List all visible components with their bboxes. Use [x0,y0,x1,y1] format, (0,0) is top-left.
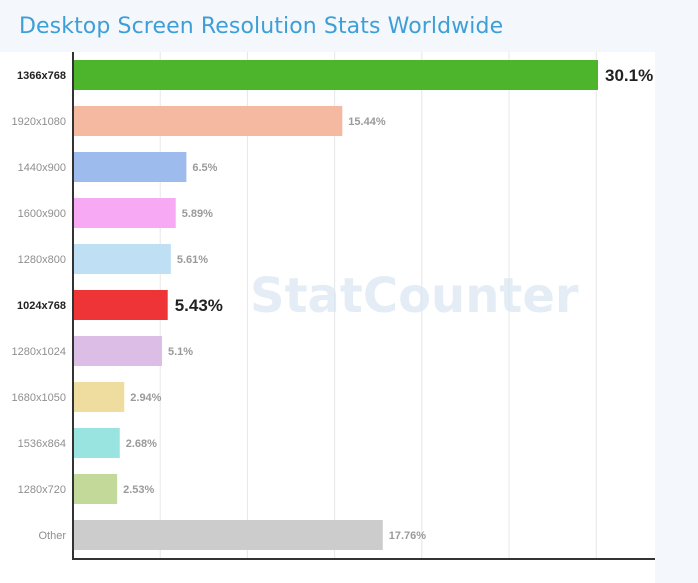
value-label: 5.1% [168,346,193,358]
category-label: 1600x900 [18,208,66,220]
category-label: 1280x1024 [12,346,66,358]
bar[interactable] [73,152,187,182]
category-label: 1280x800 [18,254,66,266]
value-label: 30.1% [605,66,653,85]
category-label: 1024x768 [17,300,66,312]
value-label: 5.61% [177,254,208,266]
bar[interactable] [73,198,176,228]
bar[interactable] [73,336,162,366]
bar[interactable] [73,290,168,320]
chart-title: Desktop Screen Resolution Stats Worldwid… [19,14,504,39]
bar[interactable] [73,520,383,550]
value-label: 5.43% [175,296,223,315]
bar[interactable] [73,244,171,274]
value-label: 2.94% [130,392,161,404]
chart-panel: StatCounter 1366x768 30.1% 1920x1080 15.44%… [0,52,655,583]
watermark-text: StatCounter [250,268,579,324]
bar[interactable] [73,428,120,458]
bar[interactable] [73,474,118,504]
value-label: 2.53% [123,484,154,496]
category-label: 1536x864 [18,438,66,450]
value-label: 6.5% [192,162,217,174]
category-label: Other [38,530,66,542]
bar-chart: StatCounter 1366x768 30.1% 1920x1080 15.44%… [12,52,655,560]
value-label: 15.44% [348,116,386,128]
value-label: 5.89% [182,208,213,220]
category-label: 1920x1080 [12,116,66,128]
statcounter-watermark: StatCounter [250,268,579,324]
bar[interactable] [73,60,598,90]
category-label: 1280x720 [18,484,66,496]
value-label: 17.76% [389,530,427,542]
value-label: 2.68% [126,438,157,450]
category-label: 1440x900 [18,162,66,174]
bar[interactable] [73,106,343,136]
bar[interactable] [73,382,125,412]
category-label: 1680x1050 [12,392,66,404]
category-label: 1366x768 [17,70,66,82]
